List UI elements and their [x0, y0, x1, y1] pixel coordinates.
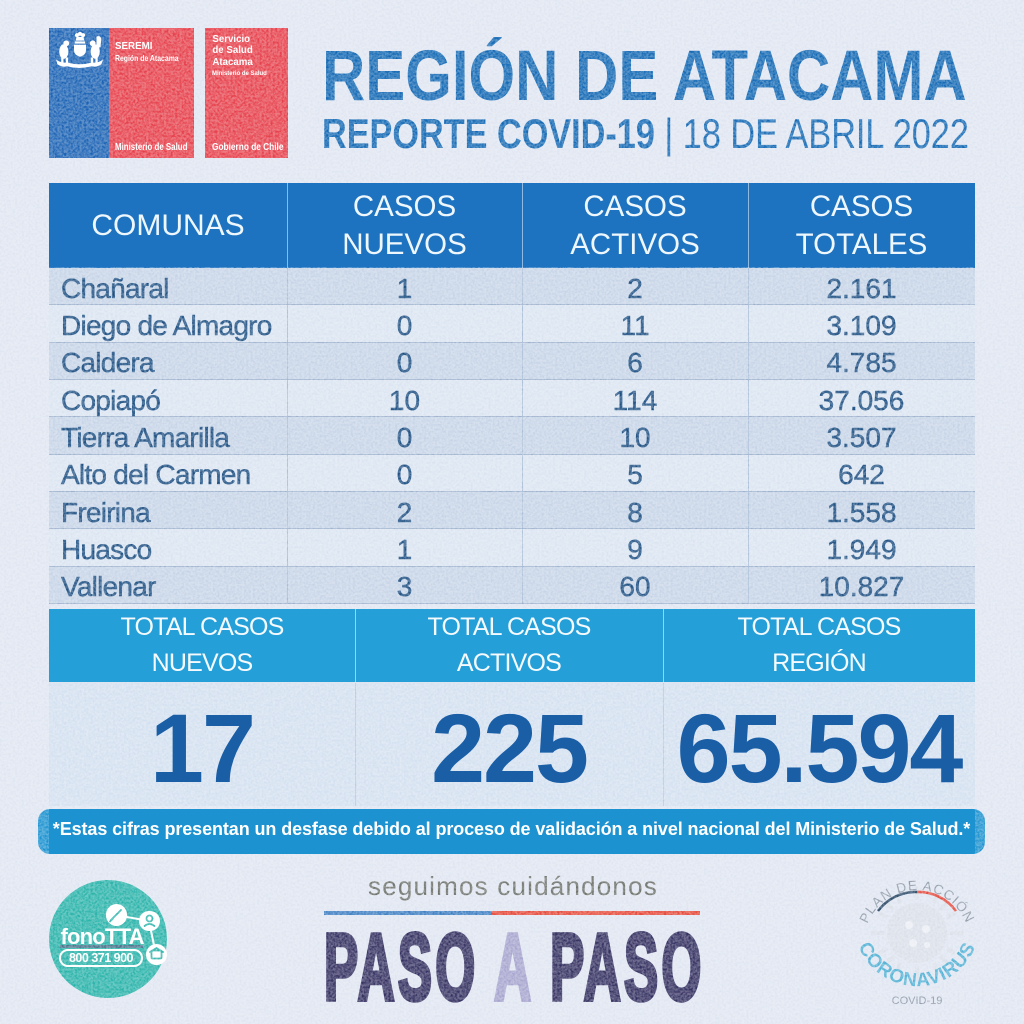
svg-text:COVID-19: COVID-19: [892, 995, 943, 1007]
